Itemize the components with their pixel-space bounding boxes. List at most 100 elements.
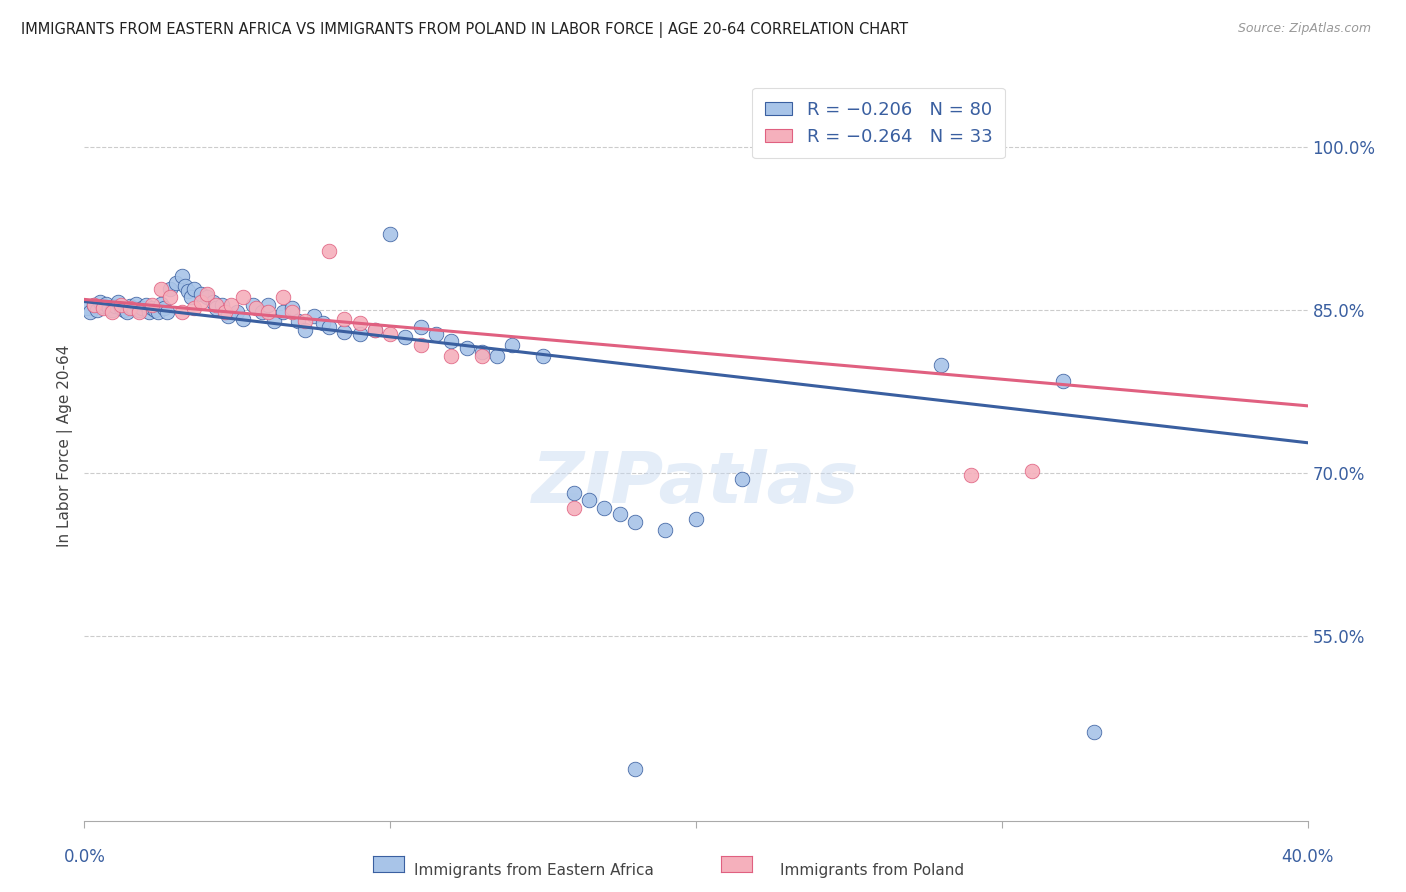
Point xyxy=(312,316,335,330)
Point xyxy=(183,301,205,315)
Point xyxy=(898,140,921,154)
Point xyxy=(349,316,371,330)
Point xyxy=(128,305,150,319)
Point xyxy=(101,305,124,319)
Point xyxy=(593,500,616,515)
Point xyxy=(195,287,218,301)
Point xyxy=(219,298,242,312)
Point xyxy=(271,290,294,304)
Legend: R = −0.206   N = 80, R = −0.264   N = 33: R = −0.206 N = 80, R = −0.264 N = 33 xyxy=(752,88,1005,158)
Point xyxy=(364,323,387,337)
Point xyxy=(1052,374,1074,388)
Point xyxy=(929,358,952,372)
Point xyxy=(107,294,129,309)
Point xyxy=(271,305,294,319)
Point xyxy=(143,303,166,318)
Y-axis label: In Labor Force | Age 20-64: In Labor Force | Age 20-64 xyxy=(58,345,73,547)
Point xyxy=(250,305,273,319)
Point xyxy=(125,297,148,311)
Text: ZIPatlas: ZIPatlas xyxy=(533,449,859,518)
Point xyxy=(83,298,105,312)
Point xyxy=(654,523,676,537)
Point xyxy=(120,301,142,315)
Point xyxy=(349,327,371,342)
Point xyxy=(380,227,402,242)
Point xyxy=(89,294,111,309)
Point xyxy=(1083,724,1105,739)
Point xyxy=(172,268,194,283)
Point xyxy=(257,298,280,312)
Point xyxy=(807,140,830,154)
Point xyxy=(211,298,233,312)
Text: 0.0%: 0.0% xyxy=(63,847,105,866)
Point xyxy=(562,500,585,515)
Text: Immigrants from Eastern Africa: Immigrants from Eastern Africa xyxy=(415,863,654,879)
Point xyxy=(115,305,138,319)
Point xyxy=(128,303,150,318)
Point xyxy=(281,301,304,315)
Point xyxy=(149,281,172,295)
Point xyxy=(79,305,101,319)
Point xyxy=(141,301,163,315)
Point xyxy=(232,312,254,326)
Point xyxy=(153,301,176,315)
Point xyxy=(165,276,187,290)
Point xyxy=(104,299,127,313)
Point xyxy=(380,327,402,342)
Point xyxy=(76,301,98,315)
Point xyxy=(110,301,132,315)
Point xyxy=(287,314,309,328)
Point xyxy=(177,284,200,298)
Point xyxy=(318,244,340,258)
Point xyxy=(302,309,325,323)
Text: Immigrants from Poland: Immigrants from Poland xyxy=(780,863,963,879)
Point xyxy=(364,323,387,337)
Point xyxy=(471,344,494,359)
Text: IMMIGRANTS FROM EASTERN AFRICA VS IMMIGRANTS FROM POLAND IN LABOR FORCE | AGE 20: IMMIGRANTS FROM EASTERN AFRICA VS IMMIGR… xyxy=(21,22,908,38)
Point xyxy=(294,314,316,328)
Point xyxy=(685,512,707,526)
Point xyxy=(409,319,432,334)
Point xyxy=(159,290,181,304)
Point xyxy=(131,301,153,315)
Point xyxy=(91,301,114,315)
Point xyxy=(201,294,224,309)
Point xyxy=(257,305,280,319)
Point xyxy=(86,303,108,318)
Point xyxy=(226,305,249,319)
Point xyxy=(471,349,494,363)
Point xyxy=(440,349,463,363)
Point xyxy=(609,508,631,522)
Point xyxy=(960,468,983,483)
Point xyxy=(94,297,117,311)
Point xyxy=(190,294,212,309)
Point xyxy=(135,298,157,312)
Point xyxy=(409,338,432,352)
Point xyxy=(146,305,169,319)
Point xyxy=(122,301,145,315)
Point xyxy=(232,290,254,304)
Point xyxy=(156,305,179,319)
Point xyxy=(486,349,509,363)
Point xyxy=(578,493,600,508)
Point xyxy=(83,298,105,312)
Point xyxy=(120,299,142,313)
Point xyxy=(245,301,267,315)
Point xyxy=(205,301,228,315)
Text: Source: ZipAtlas.com: Source: ZipAtlas.com xyxy=(1237,22,1371,36)
Point xyxy=(205,298,228,312)
Point xyxy=(97,301,120,315)
Point xyxy=(214,305,236,319)
Point xyxy=(110,298,132,312)
Point xyxy=(180,290,202,304)
Point xyxy=(195,290,218,304)
Point xyxy=(562,485,585,500)
Point xyxy=(159,281,181,295)
Point xyxy=(425,327,447,342)
Point xyxy=(91,299,114,313)
Point xyxy=(174,279,197,293)
Point xyxy=(183,281,205,295)
Point xyxy=(112,303,135,318)
Point xyxy=(190,287,212,301)
Point xyxy=(1021,464,1043,478)
